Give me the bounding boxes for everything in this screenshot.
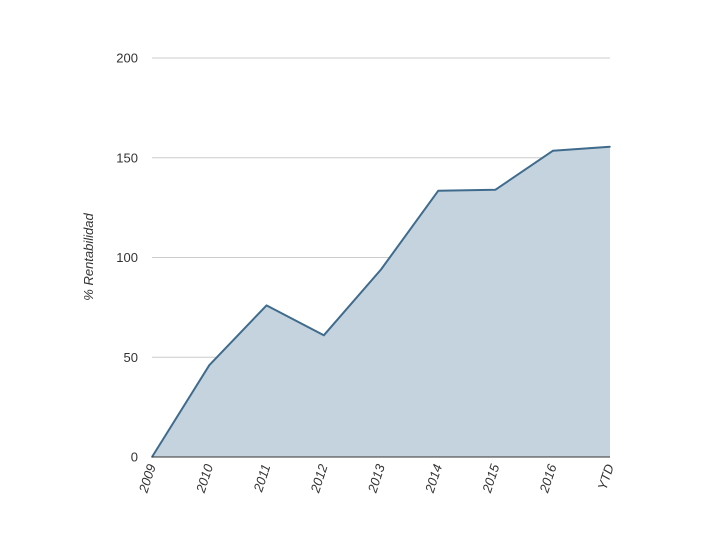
area-fill bbox=[152, 146, 610, 458]
x-tick-label: 2015 bbox=[479, 462, 503, 496]
y-tick-label: 100 bbox=[116, 250, 138, 265]
data-point bbox=[551, 149, 554, 152]
y-axis-label: % Rentabilidad bbox=[81, 213, 96, 301]
data-point bbox=[265, 304, 268, 307]
y-tick-label: 0 bbox=[131, 450, 138, 465]
y-tick-label: 50 bbox=[124, 350, 138, 365]
x-tick-label: 2013 bbox=[364, 462, 388, 496]
y-tick-label: 200 bbox=[116, 51, 138, 66]
x-tick-label: 2010 bbox=[193, 462, 217, 496]
data-point bbox=[494, 188, 497, 191]
x-tick-label: 2011 bbox=[250, 462, 273, 494]
data-point bbox=[437, 189, 440, 192]
data-point bbox=[322, 334, 325, 337]
y-tick-label: 150 bbox=[116, 150, 138, 165]
x-tick-label: 2014 bbox=[422, 462, 446, 495]
data-point bbox=[208, 364, 211, 367]
x-axis-tick-labels: 2009 2010 2011 2012 2013 2014 2015 2016 YTD bbox=[135, 462, 617, 496]
area-fill-layer bbox=[151, 145, 611, 458]
x-tick-label: 2012 bbox=[307, 462, 331, 496]
x-tick-label: 2016 bbox=[536, 462, 560, 496]
y-axis-tick-labels: 0 50 100 150 200 bbox=[116, 51, 138, 465]
x-tick-label: 2009 bbox=[135, 462, 159, 495]
x-tick-label: YTD bbox=[595, 462, 617, 491]
data-point bbox=[609, 145, 611, 148]
data-point bbox=[380, 268, 382, 271]
